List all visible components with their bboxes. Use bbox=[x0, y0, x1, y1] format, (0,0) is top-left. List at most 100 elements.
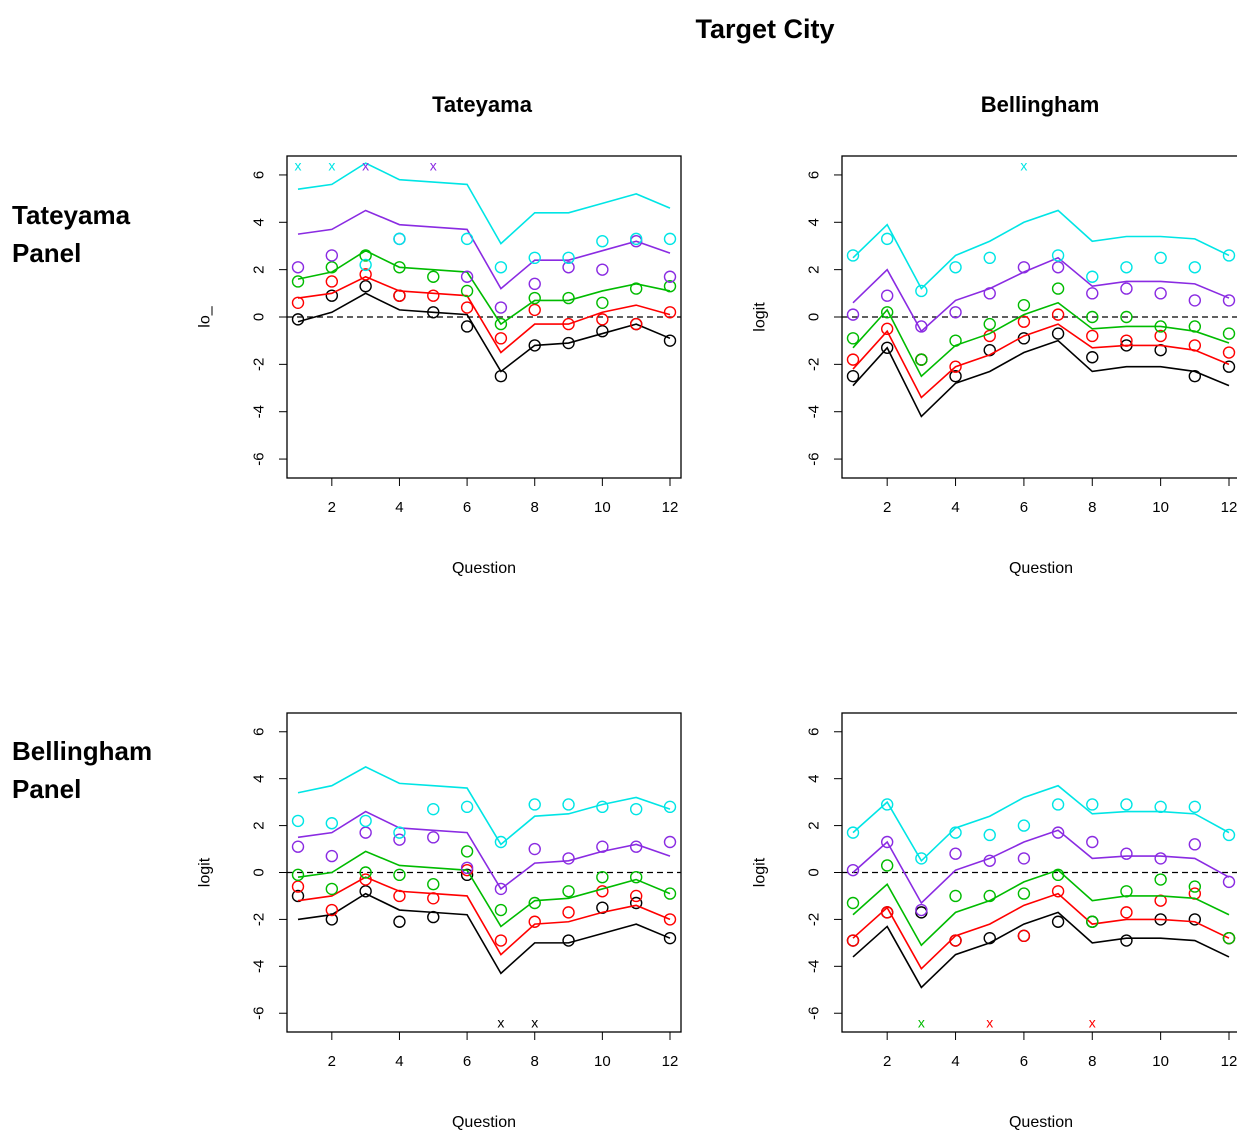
data-point bbox=[562, 906, 575, 919]
series-line bbox=[297, 766, 671, 846]
y-tick-label: 6 bbox=[806, 171, 823, 179]
data-point bbox=[460, 270, 474, 283]
y-tick-label: -6 bbox=[806, 452, 823, 465]
off-scale-marker: x bbox=[362, 157, 369, 173]
data-point bbox=[427, 802, 440, 816]
data-point bbox=[1086, 287, 1099, 300]
x-tick-label: 2 bbox=[328, 499, 336, 516]
data-point bbox=[1222, 875, 1236, 889]
data-point bbox=[596, 840, 609, 853]
x-axis-label: Question bbox=[1009, 560, 1073, 577]
x-tick-label: 10 bbox=[594, 1053, 611, 1070]
data-point bbox=[427, 270, 440, 283]
data-point bbox=[1154, 852, 1167, 865]
data-point bbox=[562, 291, 575, 305]
data-point bbox=[1051, 868, 1065, 882]
data-point bbox=[596, 800, 609, 814]
data-point bbox=[983, 287, 996, 300]
data-point bbox=[629, 802, 643, 816]
data-point bbox=[1120, 310, 1133, 324]
data-point bbox=[1188, 913, 1202, 926]
data-point bbox=[325, 275, 339, 288]
series-line bbox=[297, 162, 671, 245]
data-point bbox=[325, 261, 339, 274]
data-point bbox=[1017, 819, 1031, 832]
data-point bbox=[1086, 798, 1099, 811]
data-point bbox=[1120, 798, 1133, 811]
x-tick-label: 4 bbox=[951, 1053, 959, 1070]
data-point bbox=[1086, 835, 1099, 849]
data-point bbox=[460, 232, 474, 246]
data-point bbox=[325, 849, 339, 863]
data-point bbox=[915, 320, 928, 333]
data-point bbox=[663, 835, 677, 849]
data-point bbox=[915, 903, 928, 917]
data-point bbox=[393, 261, 406, 274]
y-tick-label: 2 bbox=[806, 821, 823, 829]
data-point bbox=[291, 889, 305, 903]
data-point bbox=[393, 833, 406, 846]
data-point bbox=[949, 334, 962, 347]
row-label-line2: Panel bbox=[12, 774, 82, 804]
data-point bbox=[949, 369, 962, 383]
data-point bbox=[1154, 287, 1167, 300]
data-point bbox=[562, 251, 575, 265]
data-point bbox=[359, 826, 372, 839]
data-point bbox=[1051, 249, 1065, 262]
series-line bbox=[852, 339, 1230, 418]
data-point bbox=[562, 852, 575, 865]
x-tick-label: 8 bbox=[1088, 499, 1096, 516]
data-point bbox=[663, 913, 677, 926]
data-point bbox=[915, 852, 928, 865]
data-point bbox=[1188, 838, 1202, 851]
off-scale-marker: x bbox=[497, 1015, 504, 1031]
data-point bbox=[393, 826, 406, 839]
y-tick-label: -4 bbox=[251, 960, 268, 973]
data-point bbox=[846, 896, 860, 910]
data-point bbox=[1188, 800, 1202, 814]
x-tick-label: 6 bbox=[1020, 1053, 1028, 1070]
data-point bbox=[528, 291, 541, 305]
x-tick-label: 4 bbox=[395, 1053, 403, 1070]
series-line bbox=[297, 850, 671, 928]
data-point bbox=[880, 835, 894, 849]
x-tick-label: 12 bbox=[1221, 499, 1237, 516]
data-point bbox=[1222, 327, 1236, 340]
data-point bbox=[983, 317, 996, 331]
data-point bbox=[983, 889, 996, 903]
data-point bbox=[846, 369, 860, 383]
y-axis-label: logit bbox=[752, 857, 769, 887]
data-point bbox=[629, 282, 643, 295]
data-point bbox=[846, 863, 860, 877]
series-line bbox=[852, 209, 1230, 290]
data-point bbox=[359, 866, 372, 879]
data-point bbox=[325, 249, 339, 262]
data-point bbox=[596, 313, 609, 326]
data-point bbox=[393, 289, 406, 302]
data-point bbox=[1086, 310, 1099, 324]
data-point bbox=[949, 360, 962, 373]
data-point bbox=[1120, 261, 1133, 274]
data-point bbox=[596, 263, 609, 276]
data-point bbox=[291, 296, 305, 309]
y-tick-label: 6 bbox=[251, 728, 268, 736]
data-point bbox=[915, 284, 928, 298]
data-point bbox=[1120, 334, 1133, 347]
data-point bbox=[393, 889, 406, 903]
data-point bbox=[629, 870, 643, 884]
y-tick-label: 0 bbox=[806, 868, 823, 876]
data-point bbox=[629, 896, 643, 910]
data-point bbox=[291, 261, 305, 274]
row-label-line1: Bellingham bbox=[12, 736, 153, 766]
data-point bbox=[494, 317, 508, 331]
y-tick-label: 6 bbox=[251, 171, 268, 179]
y-tick-label: 6 bbox=[806, 728, 823, 736]
data-point bbox=[427, 878, 440, 891]
data-point bbox=[663, 887, 677, 900]
series-line bbox=[297, 249, 671, 326]
data-point bbox=[528, 339, 541, 352]
series-line bbox=[852, 256, 1230, 333]
data-point bbox=[359, 873, 372, 886]
series-line bbox=[852, 911, 1230, 989]
y-tick-label: 4 bbox=[251, 775, 268, 783]
